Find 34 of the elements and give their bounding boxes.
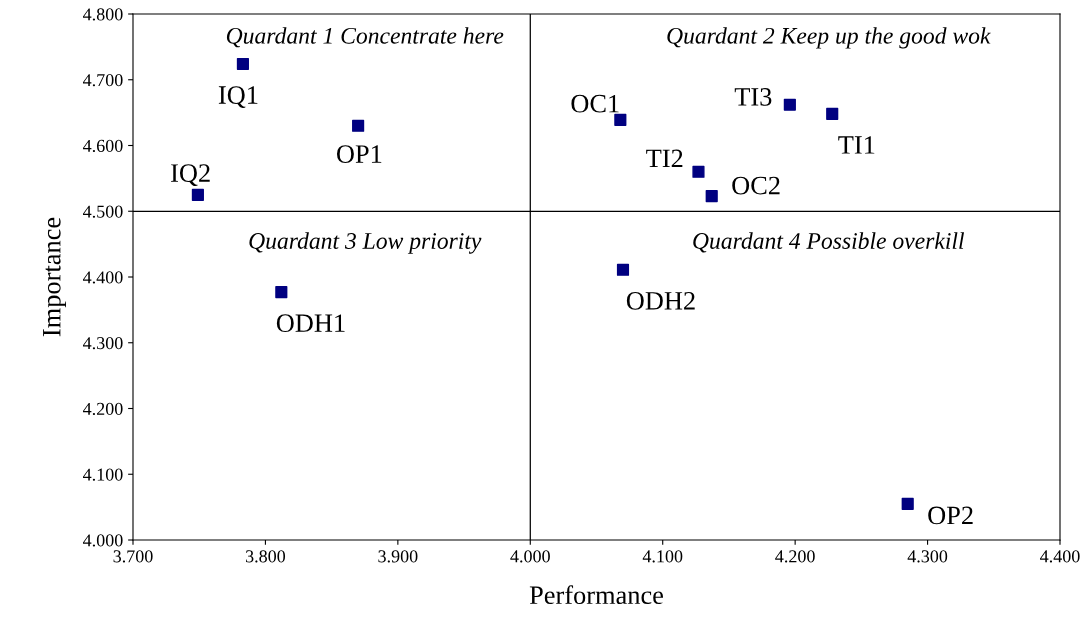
- annotation: Quardant 4 Possible overkill: [693, 232, 965, 253]
- annotation: TI2: [646, 149, 683, 168]
- x-tick-label: 4.400: [1040, 550, 1080, 563]
- annotation: OC1: [571, 94, 619, 113]
- annotation: Quardant 3 Low priority: [249, 232, 482, 254]
- annotation: Quardant 2 Keep up the good wok: [667, 27, 991, 49]
- x-tick-label: 3.700: [113, 550, 153, 563]
- y-tick-label: 4.100: [83, 468, 123, 481]
- annotation: ODH2: [626, 291, 695, 310]
- x-axis-title: Performance: [529, 585, 663, 605]
- annotation: IQ2: [171, 164, 210, 186]
- y-tick-label: 4.700: [83, 74, 123, 87]
- x-tick-label: 4.300: [907, 550, 948, 563]
- annotation: OC2: [732, 176, 780, 195]
- y-tick-label: 4.600: [83, 139, 123, 153]
- y-tick-label: 4.000: [83, 534, 123, 547]
- y-tick-label: 4.800: [83, 8, 123, 21]
- x-tick-label: 3.900: [378, 550, 418, 563]
- annotation: TI1: [838, 136, 875, 154]
- y-tick-label: 4.200: [83, 402, 123, 416]
- annotation: ODH1: [276, 314, 345, 333]
- y-tick-label: 4.500: [83, 205, 123, 218]
- x-tick-label: 3.800: [245, 550, 286, 563]
- y-tick-label: 4.400: [83, 271, 123, 284]
- annotation: TI3: [734, 88, 772, 106]
- y-axis-title: Importance: [43, 217, 66, 337]
- annotation: OP1: [336, 145, 382, 163]
- annotation: IQ1: [218, 86, 258, 108]
- annotation: Quardant 1 Concentrate here: [226, 27, 504, 48]
- annotation: OP2: [928, 506, 973, 525]
- x-tick-label: 4.200: [775, 550, 815, 563]
- x-tick-label: 4.100: [642, 550, 683, 563]
- x-tick-label: 4.000: [510, 550, 550, 563]
- y-tick-label: 4.300: [83, 337, 123, 350]
